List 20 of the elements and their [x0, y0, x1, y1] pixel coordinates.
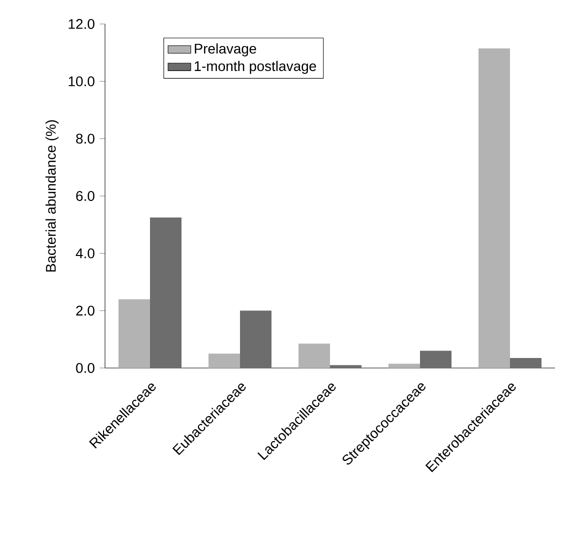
- legend-label: 1-month postlavage: [194, 60, 316, 74]
- bar: [208, 354, 240, 368]
- bar: [510, 358, 542, 368]
- bar: [478, 48, 510, 368]
- bar: [420, 350, 452, 368]
- y-tick-label: 8.0: [76, 134, 94, 144]
- y-tick-label: 2.0: [76, 306, 94, 316]
- bar: [330, 365, 362, 368]
- y-tick-label: 12.0: [68, 19, 94, 29]
- y-tick-label: 4.0: [76, 248, 94, 258]
- bar: [298, 344, 330, 368]
- bar: [150, 217, 182, 368]
- legend-label: Prelavage: [194, 43, 256, 56]
- bar: [118, 299, 150, 368]
- y-tick-label: 0.0: [76, 363, 94, 373]
- bar: [240, 310, 272, 368]
- y-axis-title: Bacterial abundance (%): [46, 120, 59, 272]
- y-tick-label: 10.0: [68, 76, 94, 86]
- y-tick-label: 6.0: [76, 191, 94, 201]
- bar: [388, 364, 420, 368]
